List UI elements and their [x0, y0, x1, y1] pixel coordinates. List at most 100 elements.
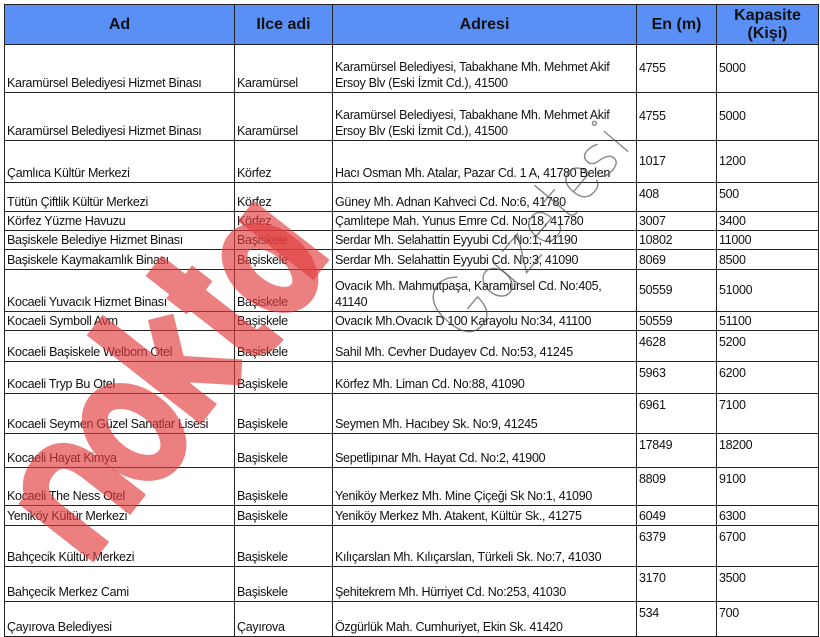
cell-ad: Kocaeli Tryp Bu Otel — [4, 361, 235, 394]
header-en: En (m) — [636, 4, 717, 45]
cell-en: 8809 — [636, 467, 717, 506]
cell-kapasite: 9100 — [716, 467, 819, 506]
cell-ad: Kocaeli Yuvacık Hizmet Binası — [4, 269, 235, 312]
cell-kapasite: 700 — [716, 601, 819, 637]
cell-en: 6961 — [636, 393, 717, 434]
cell-ad: Kocaeli Hayat Kimya — [4, 433, 235, 468]
cell-adresi: Ovacık Mh. Mahmutpaşa, Karamürsel Cd. No… — [332, 269, 637, 312]
cell-ad: Çamlıca Kültür Merkezi — [4, 140, 235, 183]
cell-en: 3007 — [636, 211, 717, 231]
cell-ad: Bahçecik Kültür Merkezi — [4, 525, 235, 567]
table-row: Körfez Yüzme Havuzu Körfez Çamlıtepe Mah. … — [4, 211, 819, 231]
cell-kapasite: 5000 — [716, 92, 819, 141]
header-ad: Ad — [4, 4, 235, 45]
cell-ilce: Başiskele — [234, 433, 333, 468]
cell-ilce: Başiskele — [234, 249, 333, 270]
cell-ilce: Başiskele — [234, 505, 333, 526]
cell-ad: Başiskele Belediye Hizmet Binası — [4, 230, 235, 250]
cell-kapasite: 11000 — [716, 230, 819, 250]
facilities-table: Ad Ilce adi Adresi En (m) Kapasite (Kişi… — [4, 4, 819, 637]
cell-ilce: Başiskele — [234, 230, 333, 250]
cell-ilce: Başiskele — [234, 330, 333, 362]
cell-ilce: Başiskele — [234, 566, 333, 602]
cell-en: 4628 — [636, 330, 717, 362]
cell-kapasite: 3500 — [716, 566, 819, 602]
cell-kapasite: 7100 — [716, 393, 819, 434]
cell-ad: Çayırova Belediyesi — [4, 601, 235, 637]
table-row: Kocaeli Başiskele Welborn Otel Başiskele S… — [4, 330, 819, 362]
table-row: Kocaeli Tryp Bu Otel Başiskele Körfez Mh. … — [4, 361, 819, 394]
cell-adresi: Karamürsel Belediyesi, Tabakhane Mh. Meh… — [332, 92, 637, 141]
table-row: Başiskele Belediye Hizmet Binası Başiskel… — [4, 230, 819, 250]
table-row: Kocaeli Symboll Avm Başiskele Ovacık Mh.Ov… — [4, 311, 819, 331]
table-row: Bahçecik Kültür Merkezi Başiskele Kılıçars… — [4, 525, 819, 567]
table-row: Çayırova Belediyesi Çayırova Özgürlük Mah.… — [4, 601, 819, 637]
header-kapasite: Kapasite (Kişi) — [716, 4, 819, 45]
cell-adresi: Hacı Osman Mh. Atalar, Pazar Cd. 1 A, 41… — [332, 140, 637, 183]
table-row: Yeniköy Kültür Merkezi Başiskele Yeniköy M… — [4, 505, 819, 526]
cell-ilce: Körfez — [234, 211, 333, 231]
cell-ad: Körfez Yüzme Havuzu — [4, 211, 235, 231]
cell-adresi: Sepetlipınar Mh. Hayat Cd. No:2, 41900 — [332, 433, 637, 468]
cell-en: 4755 — [636, 44, 717, 93]
cell-en: 17849 — [636, 433, 717, 468]
table-row: Karamürsel Belediyesi Hizmet Binası Karam… — [4, 92, 819, 141]
cell-en: 534 — [636, 601, 717, 637]
cell-en: 1017 — [636, 140, 717, 183]
cell-adresi: Karamürsel Belediyesi, Tabakhane Mh. Meh… — [332, 44, 637, 93]
cell-en: 408 — [636, 182, 717, 212]
cell-ad: Kocaeli Başiskele Welborn Otel — [4, 330, 235, 362]
cell-en: 3170 — [636, 566, 717, 602]
cell-kapasite: 8500 — [716, 249, 819, 270]
cell-en: 6049 — [636, 505, 717, 526]
cell-adresi: Seymen Mh. Hacıbey Sk. No:9, 41245 — [332, 393, 637, 434]
cell-kapasite: 5000 — [716, 44, 819, 93]
cell-ad: Kocaeli Symboll Avm — [4, 311, 235, 331]
cell-adresi: Yeniköy Merkez Mh. Mine Çiçeği Sk No:1, … — [332, 467, 637, 506]
cell-ilce: Karamürsel — [234, 44, 333, 93]
cell-ad: Başiskele Kaymakamlık Binası — [4, 249, 235, 270]
table-row: Tütün Çiftlik Kültür Merkezi Körfez Güney … — [4, 182, 819, 212]
header-row: Ad Ilce adi Adresi En (m) Kapasite (Kişi… — [4, 4, 819, 45]
table-row: Çamlıca Kültür Merkezi Körfez Hacı Osman M… — [4, 140, 819, 183]
cell-kapasite: 51100 — [716, 311, 819, 331]
cell-adresi: Yeniköy Merkez Mh. Atakent, Kültür Sk., … — [332, 505, 637, 526]
cell-kapasite: 6700 — [716, 525, 819, 567]
cell-ad: Kocaeli Seymen Güzel Sanatlar Lisesi — [4, 393, 235, 434]
cell-ilce: Başiskele — [234, 393, 333, 434]
cell-ad: Karamürsel Belediyesi Hizmet Binası — [4, 92, 235, 141]
cell-ad: Kocaeli The Ness Otel — [4, 467, 235, 506]
cell-en: 10802 — [636, 230, 717, 250]
cell-kapasite: 18200 — [716, 433, 819, 468]
table-row: Bahçecik Merkez Cami Başiskele Şehitekrem … — [4, 566, 819, 602]
table-row: Başiskele Kaymakamlık Binası Başiskele Ser… — [4, 249, 819, 270]
cell-ilce: Başiskele — [234, 525, 333, 567]
cell-adresi: Sahil Mh. Cevher Dudayev Cd. No:53, 4124… — [332, 330, 637, 362]
cell-kapasite: 5200 — [716, 330, 819, 362]
table-row: Kocaeli The Ness Otel Başiskele Yeniköy Me… — [4, 467, 819, 506]
table-row: Karamürsel Belediyesi Hizmet Binası Karam… — [4, 44, 819, 93]
cell-ilce: Çayırova — [234, 601, 333, 637]
table-row: Kocaeli Seymen Güzel Sanatlar Lisesi Başi… — [4, 393, 819, 434]
cell-en: 5963 — [636, 361, 717, 394]
cell-ilce: Körfez — [234, 140, 333, 183]
cell-adresi: Serdar Mh. Selahattin Eyyubi Cd. No:3, 4… — [332, 249, 637, 270]
cell-kapasite: 3400 — [716, 211, 819, 231]
cell-adresi: Güney Mh. Adnan Kahveci Cd. No:6, 41780 — [332, 182, 637, 212]
cell-ad: Yeniköy Kültür Merkezi — [4, 505, 235, 526]
cell-ad: Karamürsel Belediyesi Hizmet Binası — [4, 44, 235, 93]
cell-ilce: Başiskele — [234, 361, 333, 394]
cell-kapasite: 1200 — [716, 140, 819, 183]
cell-en: 50559 — [636, 269, 717, 312]
cell-adresi: Kılıçarslan Mh. Kılıçarslan, Türkeli Sk.… — [332, 525, 637, 567]
cell-ilce: Başiskele — [234, 467, 333, 506]
cell-kapasite: 6200 — [716, 361, 819, 394]
cell-adresi: Özgürlük Mah. Cumhuriyet, Ekin Sk. 41420 — [332, 601, 637, 637]
cell-ilce: Karamürsel — [234, 92, 333, 141]
cell-adresi: Körfez Mh. Liman Cd. No:88, 41090 — [332, 361, 637, 394]
cell-ilce: Başiskele — [234, 311, 333, 331]
cell-kapasite: 51000 — [716, 269, 819, 312]
cell-adresi: Ovacık Mh.Ovacık D 100 Karayolu No:34, 4… — [332, 311, 637, 331]
cell-adresi: Şehitekrem Mh. Hürriyet Cd. No:253, 4103… — [332, 566, 637, 602]
cell-ilce: Başiskele — [234, 269, 333, 312]
